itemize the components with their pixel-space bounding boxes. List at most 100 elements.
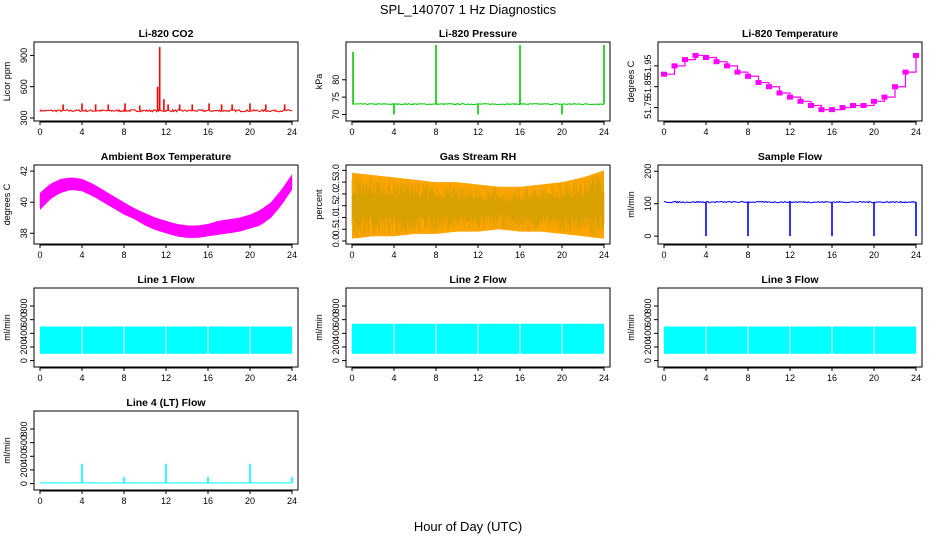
data-point-temp-21: [881, 94, 888, 100]
x-tick-label-co2-3: 12: [161, 127, 171, 137]
x-axis-ambient: 0 4 8 12 16 20 24: [37, 244, 297, 260]
plot-frame-co2: [33, 41, 299, 122]
data-point-temp-20: [871, 98, 877, 104]
y-tick-label-co2-0: 300: [19, 110, 29, 125]
y-tick-label-line3-2: 400: [643, 326, 653, 341]
data-point-temp-4: [703, 55, 709, 61]
x-tick-label-rh-0: 0: [349, 250, 354, 260]
x-tick-label-pressure-1: 4: [391, 127, 396, 137]
x-axis-line4: 0 4 8 12 16 20 24: [37, 490, 297, 506]
x-tick-label-line2-2: 8: [433, 373, 438, 383]
data-point-temp-17: [839, 105, 846, 111]
panel-line4: Line 4 (LT) Flow 0 4 8 12 16 20 24 0 200400600800…: [2, 397, 299, 506]
y-tick-label-temp-2: 51.95: [643, 55, 653, 78]
data-point-temp-10: [766, 84, 772, 90]
data-point-temp-23: [902, 69, 909, 75]
data-point-temp-22: [892, 84, 898, 90]
y-tick-label-line1-1: 200: [19, 339, 29, 354]
y-tick-label-rh-0: 0.0: [331, 235, 341, 248]
y-tick-label-sample-1: 100: [643, 196, 653, 211]
plot-area-sample: [664, 200, 917, 237]
x-tick-label-temp-2: 8: [745, 127, 750, 137]
y-tick-label-line1-4: 800: [19, 298, 29, 313]
x-tick-label-line3-6: 24: [911, 373, 921, 383]
x-tick-label-sample-0: 0: [661, 250, 666, 260]
x-axis-line3: 0 4 8 12 16 20 24: [661, 367, 921, 383]
y-tick-label-line3-1: 200: [643, 339, 653, 354]
x-tick-label-temp-3: 12: [785, 127, 795, 137]
x-tick-label-temp-6: 24: [911, 127, 921, 137]
data-point-temp-8: [745, 73, 751, 79]
data-point-temp-5: [713, 59, 720, 65]
y-tick-label-ambient-2: 42: [19, 166, 29, 176]
data-point-temp-0: [661, 71, 667, 77]
panel-title-temp: Li-820 Temperature: [742, 28, 838, 40]
data-point-temp-12: [787, 94, 793, 100]
x-tick-label-line2-3: 12: [473, 373, 483, 383]
x-tick-label-sample-1: 4: [703, 250, 708, 260]
y-axis-co2: 300 600 900 Licor ppm: [2, 48, 34, 126]
x-tick-label-rh-3: 12: [473, 250, 483, 260]
panel-title-sample: Sample Flow: [758, 151, 823, 163]
x-tick-label-line1-0: 0: [37, 373, 42, 383]
series-texture-rh: [351, 172, 605, 238]
data-point-temp-19: [860, 102, 867, 108]
x-tick-label-line3-0: 0: [661, 373, 666, 383]
x-tick-label-line4-0: 0: [37, 496, 42, 506]
panel-title-co2: Li-820 CO2: [139, 28, 194, 40]
x-tick-label-pressure-5: 20: [557, 127, 567, 137]
x-tick-label-pressure-6: 24: [599, 127, 609, 137]
x-tick-label-co2-4: 16: [203, 127, 213, 137]
x-axis-temp: 0 4 8 12 16 20 24: [661, 121, 921, 137]
y-tick-label-line4-0: 0: [19, 481, 29, 486]
data-point-temp-16: [829, 107, 835, 113]
x-tick-label-line2-4: 16: [515, 373, 525, 383]
data-point-temp-24: [913, 52, 919, 58]
data-point-temp-3: [692, 52, 699, 58]
x-tick-label-rh-6: 24: [599, 250, 609, 260]
plot-area-ambient: [39, 174, 293, 238]
y-tick-label-rh-1: 0.5: [331, 223, 341, 236]
y-axis-label-line4: ml/min: [2, 437, 12, 464]
x-tick-label-line4-5: 20: [245, 496, 255, 506]
x-tick-label-rh-2: 8: [433, 250, 438, 260]
y-tick-label-ambient-0: 38: [19, 228, 29, 238]
x-tick-label-sample-2: 8: [745, 250, 750, 260]
x-axis-pressure: 0 4 8 12 16 20 24: [349, 121, 609, 137]
x-tick-label-pressure-0: 0: [349, 127, 354, 137]
x-tick-label-co2-1: 4: [79, 127, 84, 137]
x-tick-label-ambient-5: 20: [245, 250, 255, 260]
y-axis-rh: 0.00.51.01.52.02.53.0 percent: [314, 164, 346, 247]
x-tick-label-temp-1: 4: [703, 127, 708, 137]
x-tick-label-co2-2: 8: [121, 127, 126, 137]
data-point-temp-14: [808, 102, 814, 108]
x-tick-label-temp-5: 20: [869, 127, 879, 137]
data-point-temp-11: [776, 90, 783, 96]
panel-title-line4: Line 4 (LT) Flow: [126, 397, 206, 409]
series-line-temp: [664, 54, 917, 111]
x-tick-label-ambient-1: 4: [79, 250, 84, 260]
data-point-temp-18: [850, 102, 856, 108]
x-tick-label-line2-6: 24: [599, 373, 609, 383]
x-tick-label-line1-3: 12: [161, 373, 171, 383]
panel-title-pressure: Li-820 Pressure: [439, 28, 517, 40]
x-tick-label-rh-1: 4: [391, 250, 396, 260]
x-tick-label-ambient-2: 8: [121, 250, 126, 260]
y-tick-label-temp-1: 51.85: [643, 75, 653, 98]
y-tick-label-pressure-2: 80: [331, 75, 341, 85]
x-tick-label-co2-0: 0: [37, 127, 42, 137]
plot-area-line2: [351, 323, 605, 357]
y-tick-label-line4-2: 400: [19, 449, 29, 464]
y-axis-label-rh: percent: [314, 189, 324, 220]
y-tick-label-pressure-0: 70: [331, 110, 341, 120]
plot-area-line1: [39, 326, 293, 357]
y-axis-sample: 0 100 200 ml/min: [626, 164, 658, 239]
panel-temp: Li-820 Temperature 0 4 8 12 16 20 24 51.7551.855…: [626, 28, 923, 137]
x-tick-label-line3-3: 12: [785, 373, 795, 383]
y-tick-label-rh-6: 3.0: [331, 164, 341, 177]
y-tick-label-temp-0: 51.75: [643, 96, 653, 119]
y-tick-label-line1-3: 600: [19, 312, 29, 327]
